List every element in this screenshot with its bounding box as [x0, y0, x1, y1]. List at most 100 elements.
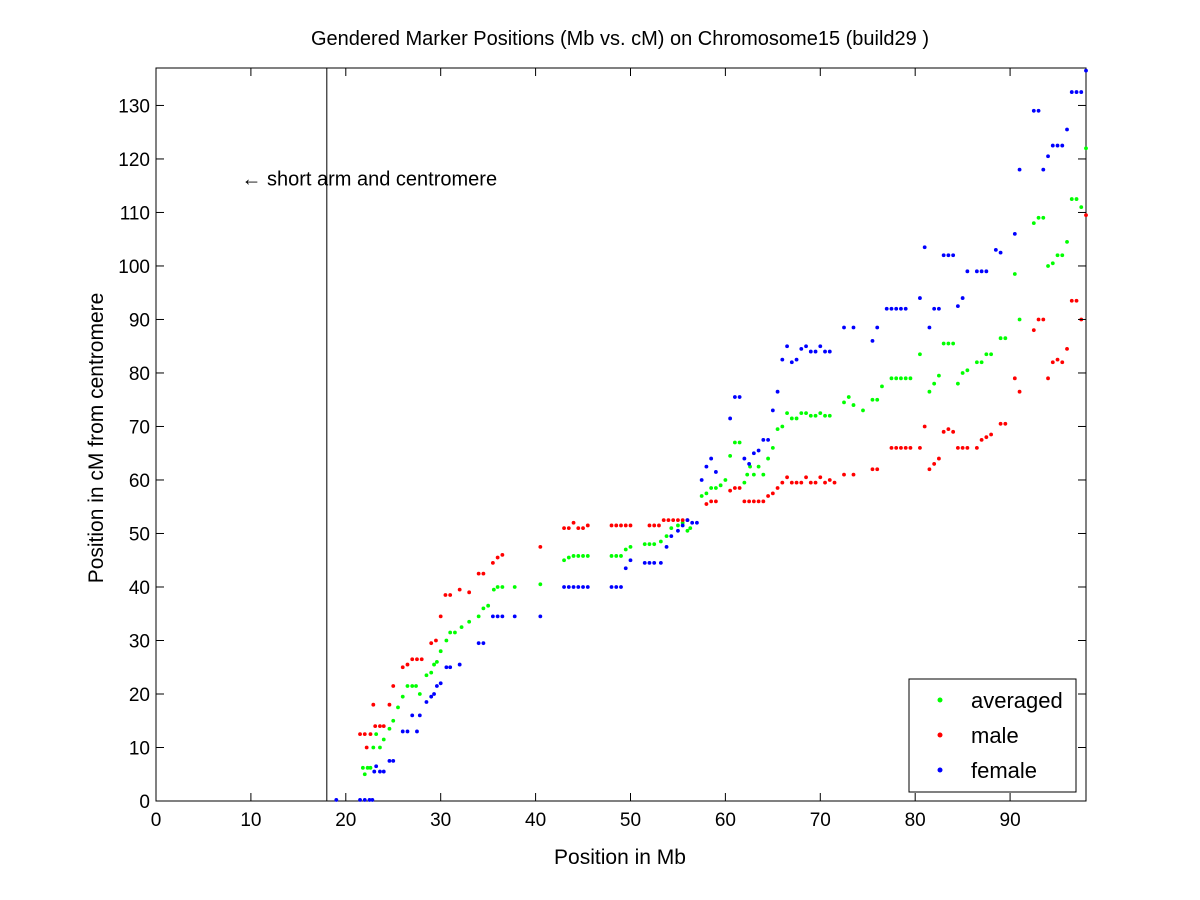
- data-point-male: [1069, 298, 1074, 303]
- data-point-female: [951, 253, 956, 258]
- data-point-female: [664, 544, 669, 549]
- data-point-male: [387, 702, 392, 707]
- data-point-male: [1046, 376, 1050, 381]
- data-point-male: [851, 472, 856, 477]
- data-point-female: [870, 338, 875, 343]
- data-point-male: [1055, 357, 1060, 362]
- y-tick-label: 110: [120, 203, 150, 224]
- data-point-female: [619, 585, 623, 589]
- data-point-averaged: [562, 558, 566, 563]
- y-tick-label: 60: [129, 471, 150, 492]
- data-point-male: [813, 480, 818, 485]
- data-point-female: [367, 798, 372, 802]
- data-point-female: [804, 344, 808, 349]
- data-point-averaged: [614, 554, 619, 558]
- data-point-female: [899, 306, 903, 311]
- data-point-averaged: [585, 554, 590, 558]
- data-point-averaged: [979, 360, 984, 365]
- data-point-female: [941, 253, 946, 258]
- data-point-male: [614, 523, 619, 528]
- data-point-male: [709, 499, 714, 504]
- legend-box: [908, 678, 1077, 793]
- data-point-female: [965, 269, 970, 274]
- data-point-male: [378, 724, 382, 728]
- data-point-averaged: [688, 526, 693, 531]
- data-point-male: [842, 472, 846, 477]
- data-point-male: [903, 445, 908, 450]
- data-point-female: [894, 306, 899, 311]
- x-tick-label: 40: [525, 810, 546, 831]
- data-point-male: [728, 488, 733, 493]
- data-point-male: [419, 657, 424, 662]
- data-point-female: [737, 395, 742, 399]
- data-point-female: [979, 269, 984, 274]
- data-point-averaged: [1003, 336, 1008, 341]
- data-point-male: [775, 486, 780, 490]
- data-point-averaged: [405, 684, 410, 688]
- data-point-male: [899, 445, 903, 450]
- data-point-male: [585, 523, 590, 528]
- data-point-female: [780, 357, 785, 362]
- legend-label-male: male: [971, 723, 1019, 748]
- data-point-male: [927, 467, 932, 472]
- data-point-averaged: [368, 765, 373, 770]
- data-point-averaged: [486, 603, 491, 608]
- legend-label-averaged: averaged: [971, 688, 1063, 713]
- data-point-female: [362, 798, 367, 802]
- data-point-female: [676, 528, 680, 533]
- data-point-male: [481, 571, 486, 576]
- data-point-female: [889, 306, 894, 311]
- data-point-averaged: [1060, 253, 1065, 258]
- data-point-averaged: [894, 376, 899, 381]
- data-point-averaged: [1065, 239, 1069, 244]
- data-point-male: [609, 523, 614, 528]
- data-point-averaged: [581, 554, 585, 558]
- data-point-female: [818, 344, 823, 349]
- data-point-averaged: [780, 424, 785, 429]
- data-point-female: [1050, 143, 1055, 148]
- data-point-male: [870, 467, 875, 472]
- plot-area: [155, 67, 1087, 802]
- data-point-averaged: [799, 411, 804, 415]
- data-point-male: [1012, 376, 1017, 381]
- data-point-female: [1036, 108, 1041, 113]
- data-point-male: [989, 432, 994, 437]
- data-point-female: [922, 245, 927, 250]
- data-point-female: [1046, 154, 1050, 159]
- data-point-averaged: [704, 491, 709, 496]
- data-point-female: [799, 346, 804, 351]
- data-point-female: [1074, 90, 1079, 94]
- data-point-male: [500, 552, 505, 557]
- data-point-female: [476, 641, 481, 646]
- data-point-male: [1041, 317, 1046, 322]
- data-point-averaged: [512, 585, 517, 589]
- data-point-averaged: [699, 494, 704, 498]
- data-point-male: [368, 732, 373, 737]
- data-point-male: [576, 526, 581, 531]
- data-point-averaged: [1069, 197, 1074, 201]
- data-point-female: [1031, 108, 1036, 113]
- data-point-averaged: [1074, 197, 1079, 201]
- x-tick-label: 70: [810, 810, 831, 831]
- data-point-female: [647, 561, 652, 565]
- data-point-averaged: [685, 528, 690, 533]
- data-point-male: [434, 638, 438, 643]
- data-point-male: [789, 480, 794, 485]
- data-point-averaged: [842, 400, 846, 405]
- data-point-averaged: [365, 765, 370, 770]
- data-point-male: [652, 523, 657, 528]
- data-point-averaged: [804, 411, 808, 415]
- data-point-averaged: [870, 397, 875, 402]
- data-point-male: [490, 561, 495, 565]
- data-point-female: [415, 729, 419, 734]
- data-point-male: [429, 641, 434, 646]
- data-point-averaged: [647, 542, 652, 547]
- data-point-averaged: [391, 718, 396, 723]
- data-point-averaged: [713, 486, 718, 490]
- data-point-male: [998, 421, 1003, 426]
- data-point-male: [808, 480, 813, 485]
- data-point-averaged: [444, 638, 449, 643]
- data-point-female: [775, 389, 780, 394]
- data-point-female: [642, 561, 647, 565]
- data-point-male: [405, 662, 410, 667]
